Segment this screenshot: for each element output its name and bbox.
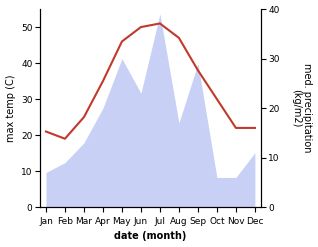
Y-axis label: med. precipitation
(kg/m2): med. precipitation (kg/m2): [291, 63, 313, 153]
X-axis label: date (month): date (month): [114, 231, 187, 242]
Y-axis label: max temp (C): max temp (C): [5, 74, 16, 142]
